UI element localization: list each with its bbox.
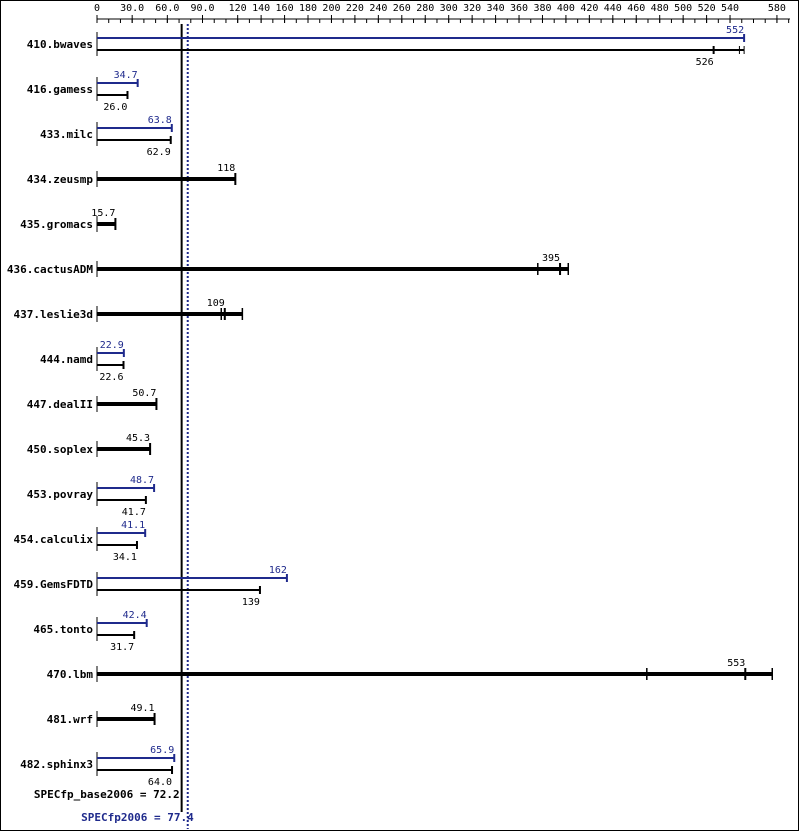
base-value-label: 62.9 bbox=[147, 147, 171, 158]
x-tick-label: 160 bbox=[276, 3, 294, 14]
base-value-label: 15.7 bbox=[91, 208, 115, 219]
benchmark-label: 444.namd bbox=[40, 353, 93, 366]
base-value-label: 109 bbox=[207, 298, 225, 309]
base-value-label: 41.7 bbox=[122, 507, 146, 518]
x-tick-label: 300 bbox=[440, 3, 458, 14]
reference-label: SPECfp_base2006 = 72.2 bbox=[34, 788, 180, 801]
peak-value-label: 162 bbox=[269, 565, 287, 576]
x-axis: 0 30.0 60.0 90.0 120 140 160 180 200 220 240 260 280… bbox=[94, 3, 790, 23]
base-value-label: 526 bbox=[696, 57, 714, 68]
peak-value-label: 48.7 bbox=[130, 475, 154, 486]
x-tick-label: 120 bbox=[229, 3, 247, 14]
peak-value-label: 41.1 bbox=[121, 520, 145, 531]
benchmark-label: 465.tonto bbox=[33, 623, 93, 636]
benchmark-label: 433.milc bbox=[40, 128, 93, 141]
x-tick-label: 360 bbox=[510, 3, 528, 14]
benchmark-label: 453.povray bbox=[27, 488, 94, 501]
bars bbox=[96, 32, 773, 776]
peak-value-label: 552 bbox=[726, 25, 744, 36]
x-tick-label: 260 bbox=[393, 3, 411, 14]
peak-value-label: 22.9 bbox=[100, 340, 124, 351]
base-value-label: 45.3 bbox=[126, 433, 150, 444]
x-tick-label: 380 bbox=[533, 3, 551, 14]
benchmark-label: 434.zeusmp bbox=[27, 173, 94, 186]
benchmark-label: 450.soplex bbox=[27, 443, 94, 456]
benchmark-label: 435.gromacs bbox=[20, 218, 93, 231]
x-tick-label: 30.0 bbox=[120, 3, 144, 14]
benchmark-label: 459.GemsFDTD bbox=[14, 578, 94, 591]
x-tick-label: 240 bbox=[369, 3, 387, 14]
base-value-label: 139 bbox=[242, 597, 260, 608]
labels: SPECfp_base2006 = 72.2 SPECfp2006 = 77.4 4… bbox=[7, 25, 745, 824]
x-tick-label: 340 bbox=[487, 3, 505, 14]
reference-label: SPECfp2006 = 77.4 bbox=[81, 811, 194, 824]
x-tick-label: 0 bbox=[94, 3, 100, 14]
benchmark-label: 482.sphinx3 bbox=[20, 758, 93, 771]
x-tick-label: 440 bbox=[604, 3, 622, 14]
benchmark-label: 447.dealII bbox=[27, 398, 93, 411]
base-value-label: 118 bbox=[217, 163, 235, 174]
x-tick-label: 60.0 bbox=[155, 3, 179, 14]
x-tick-label: 320 bbox=[463, 3, 481, 14]
peak-value-label: 63.8 bbox=[148, 115, 172, 126]
base-value-label: 34.1 bbox=[113, 552, 137, 563]
x-tick-label: 220 bbox=[346, 3, 364, 14]
benchmark-label: 410.bwaves bbox=[27, 38, 93, 51]
x-tick-label: 520 bbox=[698, 3, 716, 14]
base-value-label: 22.6 bbox=[99, 372, 123, 383]
x-tick-label: 500 bbox=[674, 3, 692, 14]
benchmark-label: 470.lbm bbox=[47, 668, 94, 681]
x-tick-label: 400 bbox=[557, 3, 575, 14]
base-value-label: 26.0 bbox=[103, 102, 127, 113]
x-tick-label: 480 bbox=[651, 3, 669, 14]
benchmark-label: 436.cactusADM bbox=[7, 263, 93, 276]
peak-value-label: 65.9 bbox=[150, 745, 174, 756]
benchmark-label: 454.calculix bbox=[14, 533, 94, 546]
x-tick-label: 580 bbox=[768, 3, 786, 14]
base-value-label: 49.1 bbox=[130, 703, 154, 714]
x-tick-label: 420 bbox=[580, 3, 598, 14]
base-value-label: 553 bbox=[727, 658, 745, 669]
x-tick-label: 280 bbox=[416, 3, 434, 14]
x-tick-label: 180 bbox=[299, 3, 317, 14]
x-tick-label: 200 bbox=[322, 3, 340, 14]
x-tick-label: 140 bbox=[252, 3, 270, 14]
base-value-label: 31.7 bbox=[110, 642, 134, 653]
peak-value-label: 34.7 bbox=[114, 70, 138, 81]
benchmark-label: 437.leslie3d bbox=[14, 308, 93, 321]
base-value-label: 395 bbox=[542, 253, 560, 264]
base-value-label: 50.7 bbox=[132, 388, 156, 399]
base-value-label: 64.0 bbox=[148, 777, 172, 788]
benchmark-label: 481.wrf bbox=[47, 713, 93, 726]
reference-lines bbox=[180, 24, 189, 829]
x-tick-label: 90.0 bbox=[190, 3, 214, 14]
x-tick-label: 460 bbox=[627, 3, 645, 14]
peak-value-label: 42.4 bbox=[123, 610, 147, 621]
x-tick-label: 540 bbox=[721, 3, 739, 14]
benchmark-label: 416.gamess bbox=[27, 83, 93, 96]
